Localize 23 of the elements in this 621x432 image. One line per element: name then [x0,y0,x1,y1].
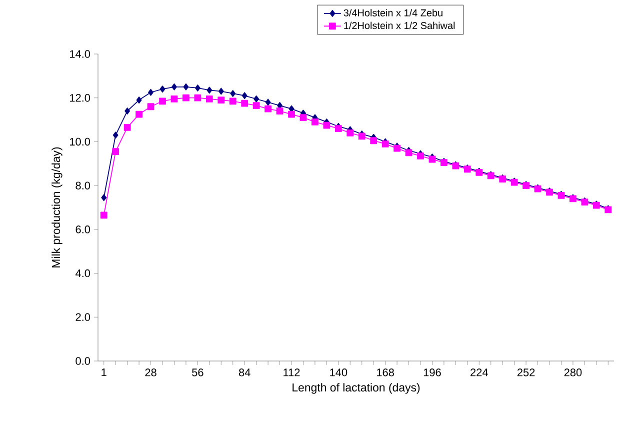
y-tick-label: 4.0 [75,269,90,278]
y-tick-label: 2.0 [76,313,90,322]
y-tick-label: 0.0 [76,357,90,365]
y-tick-label: 6.0 [76,226,90,234]
x-axis-title: Length of lactation (days) [292,383,420,394]
x-tick-label: 224 [470,368,488,376]
x-tick-label: 280 [564,368,582,376]
x-tick-label: 140 [330,368,348,376]
x-tick-label: 168 [377,368,394,376]
x-tick-label: 196 [424,368,441,376]
x-tick-label: 56 [192,368,204,376]
x-tick-label: 112 [284,368,300,376]
legend-label: 1/2Holstein x 1/2 Sahiwal [344,22,455,30]
y-tick-label: 12.0 [70,94,90,102]
x-tick-label: 1 [102,368,106,376]
y-tick-label: 14.0 [70,50,90,58]
y-tick-label: 10.0 [70,138,90,146]
y-tick-label: 8.0 [76,182,90,190]
y-axis-title: Milk production (kg/day) [52,147,62,268]
legend-label: 3/4Holstein x 1/4 Zebu [344,9,442,16]
x-tick-label: 28 [145,368,156,376]
x-tick-label: 252 [517,368,535,376]
x-tick-label: 84 [238,368,250,376]
